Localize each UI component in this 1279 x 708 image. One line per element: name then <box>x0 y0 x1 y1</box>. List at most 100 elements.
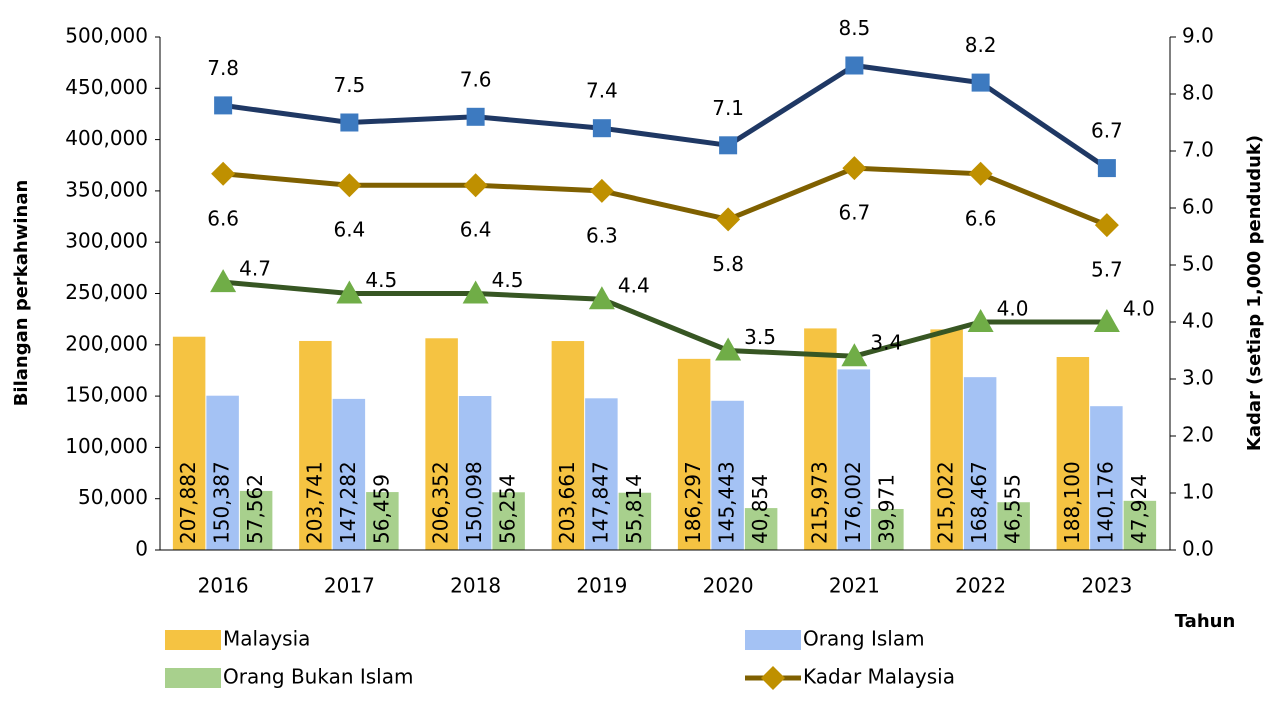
marker <box>592 119 611 138</box>
line-value-label: 6.6 <box>965 206 997 230</box>
y-tick-label: 100,000 <box>65 434 148 458</box>
x-axis-title: Tahun <box>1175 611 1236 632</box>
y-tick-label: 500,000 <box>65 24 148 48</box>
bar-value-label: 150,098 <box>462 461 486 544</box>
line-value-label: 6.4 <box>460 218 492 242</box>
y2-tick-label: 1.0 <box>1182 480 1214 504</box>
y-tick-label: 200,000 <box>65 331 148 355</box>
bar-value-label: 206,352 <box>429 461 453 544</box>
line-value-label: 4.0 <box>997 297 1029 321</box>
y2-tick-label: 3.0 <box>1182 366 1214 390</box>
marker <box>337 173 362 198</box>
bar <box>930 329 963 550</box>
bar-value-label: 176,002 <box>841 461 865 544</box>
y-tick-label: 50,000 <box>78 485 148 509</box>
y-tick-label: 300,000 <box>65 229 148 253</box>
line-value-label: 7.1 <box>712 96 744 120</box>
bar-value-label: 215,022 <box>934 461 958 544</box>
bar <box>963 377 997 550</box>
marker <box>971 73 990 92</box>
bar-value-label: 47,924 <box>1127 474 1151 544</box>
x-tick-label: 2018 <box>450 574 501 598</box>
x-tick-label: 2016 <box>198 574 249 598</box>
marker <box>462 280 489 304</box>
y-axis-title: Bilangan perkahwinan <box>11 180 32 407</box>
bar-value-label: 56,254 <box>496 474 520 544</box>
line-value-label: 8.2 <box>965 33 997 57</box>
marker <box>214 96 233 115</box>
bar-value-label: 56,459 <box>369 474 393 544</box>
marker <box>588 286 615 310</box>
bar-value-label: 55,814 <box>622 474 646 544</box>
x-tick-label: 2020 <box>703 574 754 598</box>
line-value-label: 4.4 <box>618 274 650 298</box>
marker <box>968 161 993 186</box>
x-tick-label: 2021 <box>829 574 880 598</box>
bar-value-label: 147,282 <box>336 461 360 544</box>
marker <box>210 269 237 293</box>
bar <box>804 328 837 550</box>
bar <box>458 395 492 550</box>
y2-tick-label: 7.0 <box>1182 138 1214 162</box>
line-value-label: 4.7 <box>239 257 271 281</box>
line-value-label: 3.5 <box>744 325 776 349</box>
y2-tick-label: 8.0 <box>1182 81 1214 105</box>
bar-value-label: 140,176 <box>1093 461 1117 544</box>
bar <box>206 395 239 550</box>
legend-swatch <box>165 630 221 650</box>
line-value-label: 4.5 <box>492 268 524 292</box>
bar <box>172 336 206 550</box>
line-value-label: 6.7 <box>838 201 870 225</box>
bar <box>551 341 585 550</box>
line-value-label: 6.7 <box>1091 119 1123 143</box>
y-tick-label: 400,000 <box>65 126 148 150</box>
x-tick-label: 2019 <box>576 574 627 598</box>
bar <box>871 508 904 550</box>
x-tick-label: 2022 <box>955 574 1006 598</box>
bar-value-label: 147,847 <box>588 461 612 544</box>
marker <box>841 343 868 367</box>
marker <box>719 136 738 155</box>
bar <box>366 492 399 550</box>
y-tick-label: 350,000 <box>65 177 148 201</box>
bar-value-label: 215,973 <box>807 461 831 544</box>
y2-tick-label: 9.0 <box>1182 24 1214 48</box>
marker <box>716 207 741 232</box>
y2-axis-title: Kadar (setiap 1,000 penduduk) <box>1244 135 1265 451</box>
bar-value-label: 40,854 <box>748 474 772 544</box>
line-value-label: 6.6 <box>207 206 239 230</box>
y-tick-label: 250,000 <box>65 280 148 304</box>
bar <box>425 338 458 550</box>
bar-value-label: 145,443 <box>715 461 739 544</box>
line-value-label: 4.5 <box>365 268 397 292</box>
bar <box>744 508 778 550</box>
bar <box>299 340 332 550</box>
bar <box>1056 357 1090 550</box>
line-value-label: 7.4 <box>586 79 618 103</box>
bar-value-label: 150,387 <box>210 461 234 544</box>
marker <box>715 337 742 361</box>
bar-value-label: 168,467 <box>967 461 991 544</box>
line-value-label: 7.6 <box>460 67 492 91</box>
marker <box>211 161 236 186</box>
line-value-label: 5.7 <box>1091 258 1123 282</box>
line <box>222 62 1109 171</box>
y2-tick-label: 5.0 <box>1182 252 1214 276</box>
marker <box>1097 159 1116 178</box>
marker <box>336 280 363 304</box>
marker <box>466 107 485 126</box>
y-tick-label: 0 <box>135 537 148 561</box>
y2-tick-label: 4.0 <box>1182 309 1214 333</box>
bar-value-label: 188,100 <box>1060 461 1084 544</box>
legend-swatch <box>165 668 221 688</box>
bar-value-label: 57,562 <box>243 474 267 544</box>
marker <box>340 113 359 132</box>
legend-swatch <box>745 630 801 650</box>
line <box>222 165 1108 228</box>
legend-label: Orang Islam <box>803 627 925 651</box>
bar <box>997 502 1030 550</box>
line-value-label: 6.3 <box>586 223 618 247</box>
line-value-label: 7.8 <box>207 56 239 80</box>
marker <box>589 178 614 203</box>
